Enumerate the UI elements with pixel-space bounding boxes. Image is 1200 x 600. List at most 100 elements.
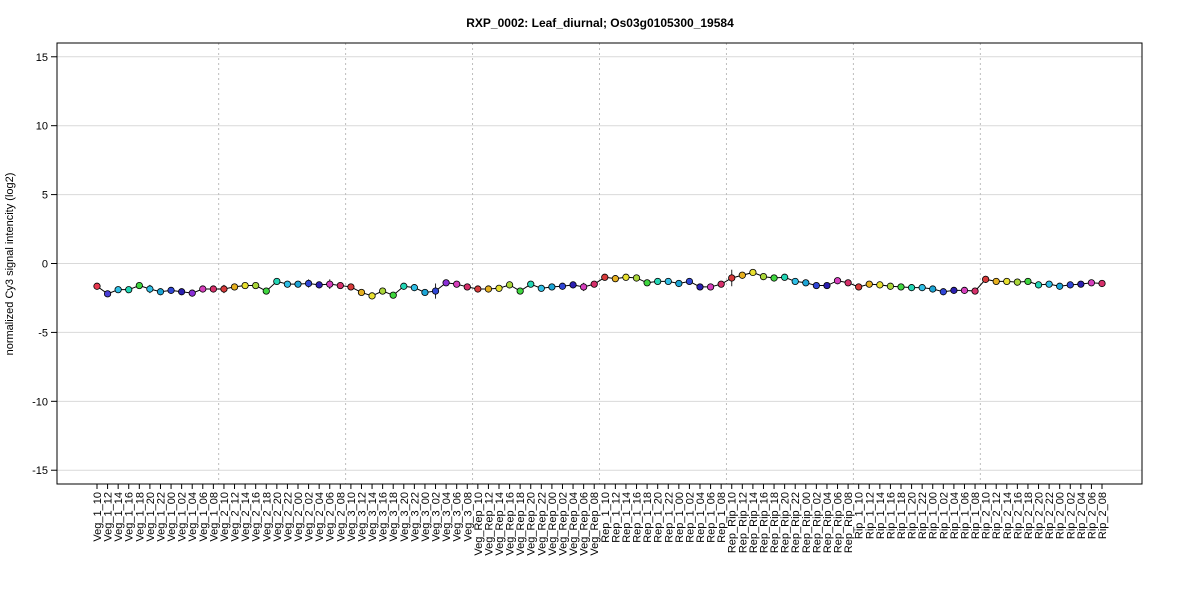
x-tick-label: Rip_1_16 (885, 492, 897, 539)
x-tick-label: Rip_1_02 (938, 492, 950, 539)
data-point (537, 284, 545, 292)
data-point (812, 281, 820, 290)
x-tick-label: Veg_Rep_08 (589, 492, 601, 556)
data-point (178, 288, 186, 296)
x-tick-label: Rip_2_02 (1065, 492, 1077, 539)
data-point (1087, 279, 1096, 287)
data-point (1034, 281, 1043, 289)
x-tick-label: Rep_Rip_08 (843, 492, 855, 553)
x-tick-label: Veg_3_22 (409, 492, 421, 542)
x-tick-label: Rep_1_22 (663, 492, 675, 543)
data-point (728, 274, 736, 282)
x-tick-label: Rip_2_10 (981, 492, 993, 539)
y-tick-label: -10 (32, 396, 48, 408)
data-point (791, 277, 799, 286)
x-tick-label: Rip_1_08 (970, 492, 982, 539)
x-tick-label: Rip_2_08 (1097, 492, 1109, 539)
x-tick-label: Veg_2_18 (261, 492, 273, 542)
x-tick-label: Rip_1_22 (917, 492, 929, 539)
x-tick-label: Veg_2_20 (272, 492, 284, 542)
data-point (368, 292, 376, 300)
data-point (326, 280, 334, 288)
data-point (685, 277, 694, 286)
chart-title: RXP_0002: Leaf_diurnal; Os03g0105300_195… (466, 16, 734, 30)
data-point (516, 287, 524, 295)
data-point (273, 277, 281, 286)
x-tick-label: Rep_Rip_00 (801, 492, 813, 553)
data-point (1077, 280, 1085, 288)
x-tick-label: Rep_1_04 (695, 492, 707, 543)
x-tick-label: Rep_Rip_18 (769, 492, 781, 553)
data-point (855, 283, 863, 291)
x-tick-label: Veg_Rep_10 (473, 492, 485, 556)
data-point (209, 285, 217, 293)
x-tick-label: Rep_1_00 (674, 492, 686, 543)
x-tick-label: Rip_2_12 (991, 492, 1003, 539)
data-point (781, 273, 789, 281)
data-point (135, 281, 143, 290)
data-point (865, 280, 873, 288)
y-tick-label: 5 (42, 190, 48, 202)
data-point (897, 283, 905, 291)
x-tick-label: Veg_1_14 (113, 492, 125, 542)
x-tick-label: Rip_1_06 (959, 492, 971, 539)
data-point (918, 284, 926, 292)
x-tick-label: Veg_2_04 (314, 492, 326, 542)
x-tick-label: Rip_1_20 (907, 492, 919, 539)
x-tick-label: Veg_2_14 (240, 492, 252, 542)
data-point (749, 268, 757, 277)
data-point (1056, 282, 1064, 290)
x-tick-labels: Veg_1_10Veg_1_12Veg_1_14Veg_1_16Veg_1_18… (92, 484, 1109, 556)
y-axis: -15 -10 -5 0 5 10 15 (32, 52, 57, 477)
data-point (453, 280, 461, 288)
data-point (146, 285, 154, 293)
y-tick-label: 0 (42, 259, 48, 271)
x-tick-label: Veg_1_18 (134, 492, 146, 542)
x-tick-label: Veg_1_04 (187, 492, 199, 542)
data-point (643, 279, 651, 287)
x-tick-label: Rip_1_00 (928, 492, 940, 539)
x-tick-label: Veg_3_10 (346, 492, 358, 542)
data-point (1098, 279, 1106, 288)
x-tick-label: Veg_Rep_04 (568, 492, 580, 556)
x-tick-label: Rip_2_04 (1076, 492, 1088, 539)
x-tick-label: Rep_Rip_14 (748, 492, 760, 553)
data-point (654, 277, 662, 286)
data-point (759, 272, 768, 281)
data-point (1003, 277, 1011, 286)
x-tick-label: Veg_3_20 (399, 492, 411, 542)
data-point (495, 284, 503, 292)
x-tick-label: Rep_Rip_16 (758, 492, 770, 553)
data-point (632, 274, 641, 282)
x-tick-label: Veg_1_06 (198, 492, 210, 542)
data-point (252, 281, 260, 290)
data-point (971, 287, 979, 295)
data-point (421, 288, 429, 297)
x-tick-label: Veg_Rep_16 (505, 492, 517, 556)
data-point (876, 281, 884, 289)
x-tick-label: Veg_Rep_06 (579, 492, 591, 556)
x-tick-label: Rep_1_08 (716, 492, 728, 543)
data-point (696, 283, 704, 291)
x-tick-label: Veg_3_14 (367, 492, 379, 542)
x-tick-label: Rip_1_04 (949, 492, 961, 539)
x-tick-label: Rep_Rip_12 (737, 492, 749, 553)
x-tick-label: Rep_1_06 (706, 492, 718, 543)
y-axis-label: normalized Cy3 signal intencity (log2) (4, 173, 16, 356)
data-point (357, 288, 366, 297)
data-point (907, 284, 916, 292)
data-point (960, 286, 969, 294)
x-tick-label: Veg_1_16 (124, 492, 136, 542)
data-point (410, 284, 418, 292)
data-point (939, 288, 947, 296)
data-point (833, 277, 842, 285)
x-tick-label: Rip_1_18 (896, 492, 908, 539)
data-point (400, 282, 408, 290)
x-tick-label: Veg_2_00 (293, 492, 305, 542)
x-tick-label: Veg_2_08 (335, 492, 347, 542)
x-tick-label: Veg_Rep_20 (526, 492, 538, 556)
data-point (622, 273, 630, 281)
x-tick-label: Rep_1_14 (621, 492, 633, 543)
x-tick-label: Rip_2_22 (1044, 492, 1056, 539)
x-tick-label: Veg_3_04 (441, 492, 453, 542)
